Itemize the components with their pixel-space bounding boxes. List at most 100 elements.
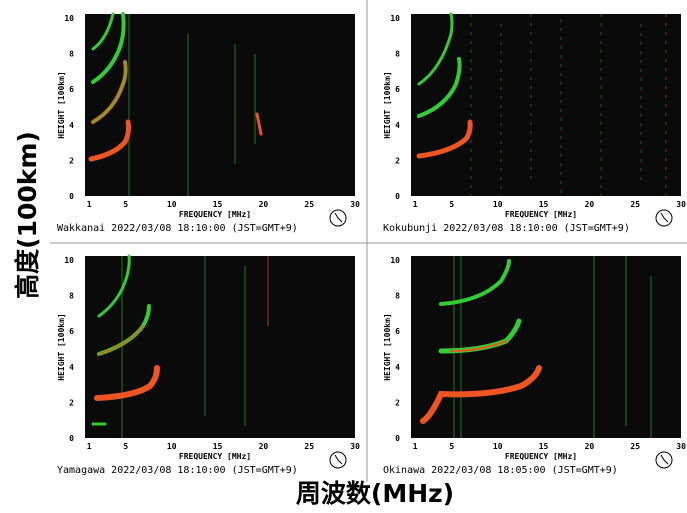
y-tick-label: 0 xyxy=(395,434,400,443)
x-tick-label: 25 xyxy=(304,442,314,451)
x-tick-label: 15 xyxy=(539,442,549,451)
x-tick-label: 30 xyxy=(350,442,360,451)
plot-area xyxy=(85,14,355,196)
y-tick-label: 6 xyxy=(395,85,400,94)
x-tick-label: 10 xyxy=(493,200,503,209)
trace xyxy=(88,119,132,162)
x-tick-label: 15 xyxy=(213,200,223,209)
x-tick-label: 1 xyxy=(87,200,92,209)
clock-hand xyxy=(334,454,343,465)
y-tick-label: 8 xyxy=(395,292,400,301)
x-tick-label: 20 xyxy=(259,442,269,451)
y-tick-label: 6 xyxy=(69,327,74,336)
x-axis-title: 周波数(MHz) xyxy=(296,479,454,508)
y-tick-label: 2 xyxy=(395,398,400,407)
x-axis-label: FREQUENCY [MHz] xyxy=(505,210,577,219)
x-tick-label: 10 xyxy=(493,442,503,451)
y-tick-label: 6 xyxy=(395,327,400,336)
y-tick-label: 10 xyxy=(390,14,400,23)
trace xyxy=(417,12,454,86)
y-tick-label: 2 xyxy=(69,398,74,407)
x-tick-label: 20 xyxy=(259,200,269,209)
y-tick-label: 4 xyxy=(395,121,400,130)
y-axis-label: HEIGHT [100km] xyxy=(57,71,66,138)
y-tick-label: 2 xyxy=(395,156,400,165)
clock-icon xyxy=(329,209,347,227)
x-tick-label: 5 xyxy=(123,200,128,209)
trace xyxy=(97,254,131,318)
clock-hand xyxy=(660,454,669,465)
x-tick-label: 25 xyxy=(630,200,640,209)
trace xyxy=(91,12,126,84)
x-tick-label: 30 xyxy=(676,442,686,451)
clock-icon xyxy=(329,451,347,469)
station-caption: Wakkanai 2022/03/08 18:10:00 (JST=GMT+9) xyxy=(57,223,298,234)
trace xyxy=(416,119,473,159)
y-tick-label: 0 xyxy=(69,434,74,443)
noise xyxy=(470,14,667,196)
x-tick-label: 1 xyxy=(413,200,418,209)
plot-area xyxy=(411,256,681,438)
y-tick-label: 4 xyxy=(69,121,74,130)
x-tick-label: 10 xyxy=(167,442,177,451)
x-axis-label: FREQUENCY [MHz] xyxy=(179,452,251,461)
clock-icon xyxy=(655,451,673,469)
y-tick-label: 10 xyxy=(64,256,74,265)
clock-hand xyxy=(660,212,669,223)
x-tick-label: 5 xyxy=(449,442,454,451)
x-axis-label: FREQUENCY [MHz] xyxy=(505,452,577,461)
x-tick-label: 5 xyxy=(449,200,454,209)
trace xyxy=(417,57,462,118)
y-tick-label: 0 xyxy=(395,192,400,201)
y-tick-label: 8 xyxy=(395,50,400,59)
x-tick-label: 20 xyxy=(585,442,595,451)
station-caption: Kokubunji 2022/03/08 18:10:00 (JST=GMT+9… xyxy=(383,223,630,234)
y-tick-label: 0 xyxy=(69,192,74,201)
y-tick-label: 6 xyxy=(69,85,74,94)
y-tick-label: 8 xyxy=(69,292,74,301)
x-tick-label: 20 xyxy=(585,200,595,209)
trace xyxy=(420,365,542,424)
x-tick-label: 1 xyxy=(413,442,418,451)
clock-hand xyxy=(334,212,343,223)
x-tick-label: 30 xyxy=(350,200,360,209)
y-axis-title: 高度(100km) xyxy=(13,131,42,299)
trace xyxy=(439,259,511,306)
x-tick-label: 10 xyxy=(167,200,177,209)
y-tick-label: 10 xyxy=(64,14,74,23)
trace xyxy=(98,325,144,355)
trace xyxy=(450,340,507,352)
x-tick-label: 25 xyxy=(630,442,640,451)
station-caption: Okinawa 2022/03/08 18:05:00 (JST=GMT+9) xyxy=(383,465,618,476)
noise xyxy=(128,14,256,196)
x-tick-label: 15 xyxy=(213,442,223,451)
y-tick-label: 4 xyxy=(395,363,400,372)
clock-icon xyxy=(655,209,673,227)
x-tick-label: 15 xyxy=(539,200,549,209)
trace xyxy=(255,112,263,136)
station-caption: Yamagawa 2022/03/08 18:10:00 (JST=GMT+9) xyxy=(57,465,298,476)
x-tick-label: 1 xyxy=(87,442,92,451)
x-tick-label: 25 xyxy=(304,200,314,209)
x-tick-label: 30 xyxy=(676,200,686,209)
x-axis-label: FREQUENCY [MHz] xyxy=(179,210,251,219)
plot-area xyxy=(85,256,355,438)
trace xyxy=(94,365,160,401)
plot-area xyxy=(411,14,681,196)
trace xyxy=(91,12,115,51)
y-axis-label: HEIGHT [100km] xyxy=(57,313,66,380)
y-tick-label: 10 xyxy=(390,256,400,265)
y-tick-label: 2 xyxy=(69,156,74,165)
y-tick-label: 8 xyxy=(69,50,74,59)
y-axis-label: HEIGHT [100km] xyxy=(383,313,392,380)
y-tick-label: 4 xyxy=(69,363,74,372)
x-tick-label: 5 xyxy=(123,442,128,451)
noise xyxy=(453,256,652,438)
trace xyxy=(92,61,127,123)
y-axis-label: HEIGHT [100km] xyxy=(383,71,392,138)
